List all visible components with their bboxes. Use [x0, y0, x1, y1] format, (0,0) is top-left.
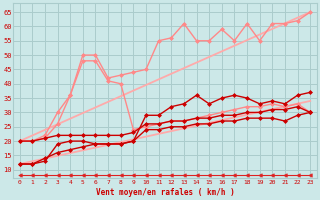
X-axis label: Vent moyen/en rafales ( km/h ): Vent moyen/en rafales ( km/h ) — [96, 188, 234, 197]
